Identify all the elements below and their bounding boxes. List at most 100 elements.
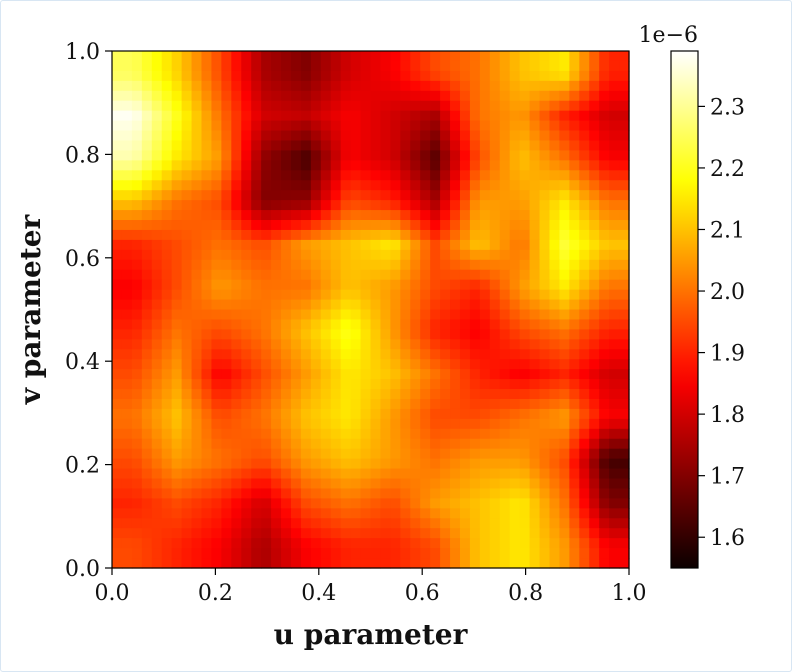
heatmap-cell: [112, 229, 123, 241]
heatmap-cell: [330, 309, 342, 321]
heatmap-cell: [251, 558, 262, 569]
heatmap-cell: [489, 229, 501, 241]
heatmap-cell: [221, 51, 232, 62]
heatmap-cell: [131, 418, 143, 430]
heatmap-cell: [221, 170, 232, 181]
heatmap-cell: [380, 269, 391, 281]
heatmap-cell: [161, 428, 173, 440]
heatmap-cell: [430, 229, 441, 241]
heatmap-cell: [340, 458, 352, 470]
heatmap-cell: [519, 269, 531, 281]
heatmap-cell: [131, 448, 143, 460]
heatmap-cell: [430, 220, 441, 231]
heatmap-cell: [300, 349, 312, 360]
heatmap-cell: [539, 498, 551, 509]
heatmap-cell: [181, 200, 193, 211]
heatmap-cell: [479, 259, 491, 271]
heatmap-cell: [539, 70, 551, 82]
heatmap-cell: [390, 448, 401, 460]
heatmap-cell: [539, 160, 551, 171]
heatmap-cell: [141, 398, 153, 410]
heatmap-cell: [201, 428, 213, 440]
heatmap-cell: [191, 478, 203, 490]
heatmap-cell: [400, 508, 411, 519]
heatmap-cell: [350, 408, 362, 420]
heatmap-cell: [579, 468, 590, 480]
heatmap-cell: [340, 428, 352, 440]
heatmap-cell: [499, 508, 511, 519]
heatmap-cell: [290, 279, 302, 291]
heatmap-cell: [410, 110, 421, 122]
heatmap-cell: [121, 438, 133, 450]
heatmap-cell: [281, 229, 292, 241]
heatmap-cell: [181, 80, 193, 92]
heatmap-cell: [171, 180, 183, 191]
heatmap-cell: [539, 90, 551, 102]
heatmap-cell: [499, 428, 511, 440]
heatmap-cell: [121, 90, 133, 102]
heatmap-cell: [619, 339, 630, 350]
heatmap-cell: [589, 150, 600, 161]
heatmap-cell: [519, 448, 531, 460]
heatmap-cell: [430, 528, 441, 539]
heatmap-cell: [390, 508, 401, 519]
heatmap-cell: [479, 239, 491, 251]
heatmap-cell: [529, 269, 541, 281]
heatmap-cell: [420, 369, 431, 380]
heatmap-cell: [420, 309, 431, 321]
heatmap-cell: [350, 269, 362, 281]
heatmap-cell: [390, 279, 401, 291]
heatmap-cell: [201, 329, 213, 340]
heatmap-cell: [559, 468, 570, 480]
heatmap-cell: [211, 70, 222, 82]
heatmap-cell: [161, 269, 173, 281]
heatmap-cell: [131, 528, 143, 539]
heatmap-cell: [112, 329, 123, 340]
heatmap-cell: [549, 398, 560, 410]
heatmap-cell: [112, 408, 123, 420]
heatmap-cell: [340, 319, 352, 330]
heatmap-cell: [619, 309, 630, 321]
heatmap-cell: [151, 518, 163, 529]
heatmap-cell: [599, 498, 610, 509]
heatmap-cell: [579, 299, 590, 311]
heatmap-cell: [450, 518, 461, 529]
heatmap-cell: [420, 329, 431, 340]
heatmap-cell: [271, 259, 282, 271]
heatmap-cell: [469, 408, 481, 420]
heatmap-cell: [171, 150, 183, 161]
heatmap-cell: [489, 458, 501, 470]
heatmap-cell: [370, 220, 382, 231]
heatmap-cell: [459, 90, 471, 102]
heatmap-cell: [569, 160, 580, 171]
heatmap-cell: [450, 51, 461, 62]
heatmap-cell: [340, 508, 352, 519]
heatmap-cell: [380, 428, 391, 440]
heatmap-cell: [261, 468, 272, 480]
heatmap-cell: [251, 359, 262, 370]
heatmap-cell: [171, 289, 183, 301]
heatmap-cell: [609, 130, 620, 142]
heatmap-cell: [261, 438, 272, 450]
heatmap-cell: [281, 478, 292, 490]
heatmap-cell: [350, 468, 362, 480]
heatmap-cell: [599, 90, 610, 102]
heatmap-cell: [271, 528, 282, 539]
heatmap-cell: [469, 150, 481, 161]
heatmap-cell: [469, 220, 481, 231]
heatmap-cell: [350, 389, 362, 400]
heatmap-cell: [271, 239, 282, 251]
heatmap-cell: [410, 299, 421, 311]
heatmap-cell: [360, 110, 372, 122]
heatmap-cell: [300, 190, 312, 201]
heatmap-cell: [161, 498, 173, 509]
heatmap-cell: [509, 51, 521, 62]
heatmap-cell: [241, 359, 252, 370]
heatmap-cell: [509, 60, 521, 72]
x-tick-label: 0.0: [95, 581, 130, 606]
heatmap-cell: [599, 428, 610, 440]
heatmap-cell: [261, 339, 272, 350]
heatmap-cell: [559, 229, 570, 241]
heatmap-cell: [450, 130, 461, 142]
heatmap-cell: [211, 478, 222, 490]
